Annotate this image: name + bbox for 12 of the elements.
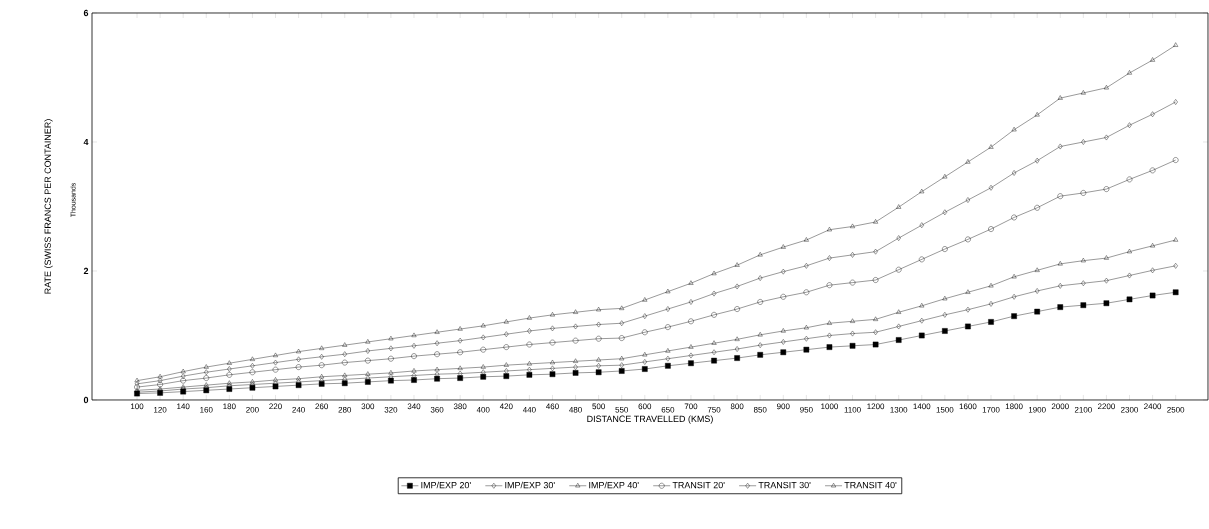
y-axis-title: RATE (SWISS FRANCS PER CONTAINER) — [44, 119, 53, 294]
legend-label: TRANSIT 30' — [758, 481, 811, 489]
legend-label: IMP/EXP 40' — [589, 481, 639, 489]
legend-label: IMP/EXP 20' — [421, 481, 471, 489]
legend-label: TRANSIT 40' — [844, 481, 897, 489]
y-tick-label: 4 — [83, 138, 89, 146]
y-tick-label: 6 — [83, 9, 89, 17]
legend-label: IMP/EXP 30' — [505, 481, 555, 489]
x-axis-title: DISTANCE TRAVELLED (KMS) — [587, 415, 713, 424]
legend-label: TRANSIT 20' — [672, 481, 725, 489]
y-tick-label: 0 — [83, 396, 89, 404]
y-tick-label: 2 — [83, 267, 89, 275]
